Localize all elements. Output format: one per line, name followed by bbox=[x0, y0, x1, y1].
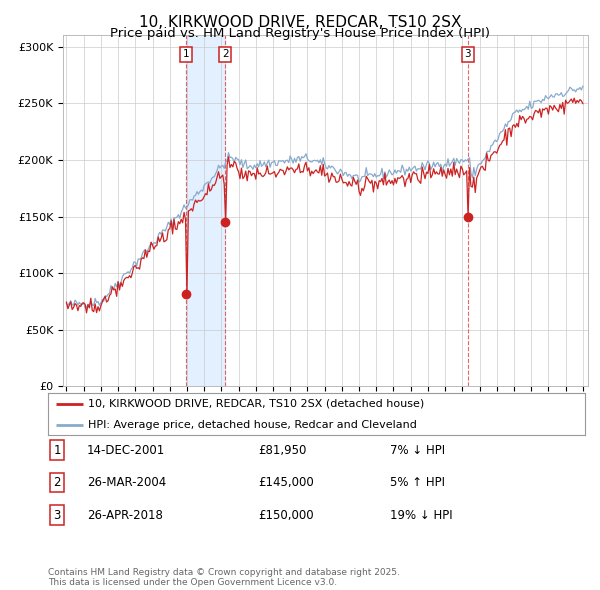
Text: HPI: Average price, detached house, Redcar and Cleveland: HPI: Average price, detached house, Redc… bbox=[88, 420, 417, 430]
Text: 1: 1 bbox=[53, 444, 61, 457]
Text: £150,000: £150,000 bbox=[258, 509, 314, 522]
Text: 7% ↓ HPI: 7% ↓ HPI bbox=[390, 444, 445, 457]
Text: 1: 1 bbox=[183, 50, 190, 60]
Text: 14-DEC-2001: 14-DEC-2001 bbox=[87, 444, 165, 457]
Text: Price paid vs. HM Land Registry's House Price Index (HPI): Price paid vs. HM Land Registry's House … bbox=[110, 27, 490, 40]
Text: 19% ↓ HPI: 19% ↓ HPI bbox=[390, 509, 452, 522]
Text: 26-APR-2018: 26-APR-2018 bbox=[87, 509, 163, 522]
Text: £145,000: £145,000 bbox=[258, 476, 314, 489]
Bar bbox=[186, 35, 226, 386]
Text: 10, KIRKWOOD DRIVE, REDCAR, TS10 2SX: 10, KIRKWOOD DRIVE, REDCAR, TS10 2SX bbox=[139, 15, 461, 30]
Text: Contains HM Land Registry data © Crown copyright and database right 2025.
This d: Contains HM Land Registry data © Crown c… bbox=[48, 568, 400, 587]
Text: 10, KIRKWOOD DRIVE, REDCAR, TS10 2SX (detached house): 10, KIRKWOOD DRIVE, REDCAR, TS10 2SX (de… bbox=[88, 399, 425, 408]
Text: 26-MAR-2004: 26-MAR-2004 bbox=[87, 476, 166, 489]
Text: £81,950: £81,950 bbox=[258, 444, 307, 457]
Text: 3: 3 bbox=[53, 509, 61, 522]
Text: 2: 2 bbox=[222, 50, 229, 60]
Text: 5% ↑ HPI: 5% ↑ HPI bbox=[390, 476, 445, 489]
Text: 2: 2 bbox=[53, 476, 61, 489]
Text: 3: 3 bbox=[464, 50, 471, 60]
